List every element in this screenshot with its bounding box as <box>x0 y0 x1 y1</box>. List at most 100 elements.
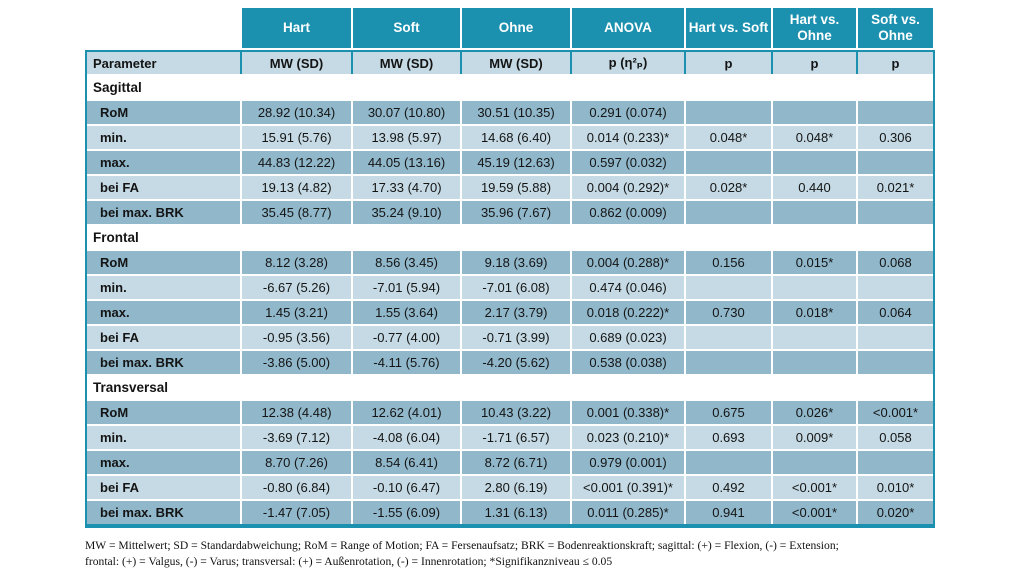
value-cell: 13.98 (5.97) <box>353 126 460 149</box>
value-cell <box>858 201 933 224</box>
value-cell: 0.979 (0.001) <box>572 451 684 474</box>
row-label: min. <box>87 276 240 299</box>
value-cell: 0.538 (0.038) <box>572 351 684 374</box>
value-cell <box>686 326 771 349</box>
subheader-mw-sd-ohne: MW (SD) <box>462 52 570 74</box>
table-frame: Parameter MW (SD) MW (SD) MW (SD) p (η²ₚ… <box>85 50 935 528</box>
value-cell: 0.004 (0.288)* <box>572 251 684 274</box>
value-cell: 19.59 (5.88) <box>462 176 570 199</box>
value-cell <box>686 151 771 174</box>
value-cell <box>773 276 856 299</box>
value-cell <box>773 451 856 474</box>
value-cell: 35.24 (9.10) <box>353 201 460 224</box>
row-label: RoM <box>87 401 240 424</box>
subheader-p-hart-soft: p <box>686 52 771 74</box>
column-header-hart-vs-ohne: Hart vs. Ohne <box>773 8 856 48</box>
value-cell: 35.45 (8.77) <box>242 201 351 224</box>
value-cell <box>858 351 933 374</box>
value-cell: -1.71 (6.57) <box>462 426 570 449</box>
value-cell: -7.01 (6.08) <box>462 276 570 299</box>
value-cell: -0.10 (6.47) <box>353 476 460 499</box>
subheader-mw-sd-soft: MW (SD) <box>353 52 460 74</box>
row-label: max. <box>87 301 240 324</box>
value-cell <box>773 326 856 349</box>
value-cell <box>773 151 856 174</box>
value-cell: 0.004 (0.292)* <box>572 176 684 199</box>
value-cell: 0.941 <box>686 501 771 524</box>
value-cell: 0.058 <box>858 426 933 449</box>
value-cell: 0.474 (0.046) <box>572 276 684 299</box>
value-cell: 14.68 (6.40) <box>462 126 570 149</box>
subheader-parameter: Parameter <box>87 52 240 74</box>
value-cell <box>773 101 856 124</box>
value-cell: -0.95 (3.56) <box>242 326 351 349</box>
value-cell: 0.018 (0.222)* <box>572 301 684 324</box>
footnote-line-1: MW = Mittelwert; SD = Standardabweichung… <box>85 539 839 552</box>
value-cell: 8.56 (3.45) <box>353 251 460 274</box>
value-cell: 15.91 (5.76) <box>242 126 351 149</box>
value-cell: 0.291 (0.074) <box>572 101 684 124</box>
row-label: max. <box>87 451 240 474</box>
value-cell: 0.492 <box>686 476 771 499</box>
column-header-anova: ANOVA <box>572 8 684 48</box>
subheader-p-soft-ohne: p <box>858 52 933 74</box>
section-header: Frontal <box>87 226 933 249</box>
value-cell: 30.51 (10.35) <box>462 101 570 124</box>
value-cell: 0.440 <box>773 176 856 199</box>
value-cell: 0.068 <box>858 251 933 274</box>
value-cell: -1.55 (6.09) <box>353 501 460 524</box>
row-label: bei FA <box>87 176 240 199</box>
value-cell: -4.08 (6.04) <box>353 426 460 449</box>
value-cell: 35.96 (7.67) <box>462 201 570 224</box>
value-cell: -4.20 (5.62) <box>462 351 570 374</box>
value-cell: 0.010* <box>858 476 933 499</box>
value-cell: 10.43 (3.22) <box>462 401 570 424</box>
value-cell: 8.70 (7.26) <box>242 451 351 474</box>
value-cell: 17.33 (4.70) <box>353 176 460 199</box>
table-sub-header: Parameter MW (SD) MW (SD) MW (SD) p (η²ₚ… <box>87 52 933 74</box>
value-cell: <0.001 (0.391)* <box>572 476 684 499</box>
value-cell <box>686 101 771 124</box>
table-top-header: Hart Soft Ohne ANOVA Hart vs. Soft Hart … <box>87 8 933 48</box>
results-table: Hart Soft Ohne ANOVA Hart vs. Soft Hart … <box>85 8 935 528</box>
value-cell: -3.69 (7.12) <box>242 426 351 449</box>
column-header-hart-vs-soft: Hart vs. Soft <box>686 8 771 48</box>
row-label: RoM <box>87 101 240 124</box>
value-cell: 8.54 (6.41) <box>353 451 460 474</box>
row-label: max. <box>87 151 240 174</box>
row-label: bei max. BRK <box>87 351 240 374</box>
value-cell <box>858 326 933 349</box>
value-cell: 0.020* <box>858 501 933 524</box>
row-label: min. <box>87 126 240 149</box>
value-cell: 0.306 <box>858 126 933 149</box>
value-cell <box>686 451 771 474</box>
value-cell: 0.064 <box>858 301 933 324</box>
value-cell <box>773 351 856 374</box>
table-footnote: MW = Mittelwert; SD = Standardabweichung… <box>85 538 965 569</box>
value-cell <box>858 101 933 124</box>
footnote-line-2: frontal: (+) = Valgus, (-) = Varus; tran… <box>85 554 613 568</box>
value-cell: 19.13 (4.82) <box>242 176 351 199</box>
value-cell: 1.45 (3.21) <box>242 301 351 324</box>
column-header-soft-vs-ohne: Soft vs. Ohne <box>858 8 933 48</box>
value-cell: <0.001* <box>858 401 933 424</box>
value-cell: 1.55 (3.64) <box>353 301 460 324</box>
value-cell: 0.693 <box>686 426 771 449</box>
value-cell: 8.72 (6.71) <box>462 451 570 474</box>
table-body: Sagittal RoM 28.92 (10.34) 30.07 (10.80) 30.… <box>87 76 933 524</box>
value-cell: 0.689 (0.023) <box>572 326 684 349</box>
value-cell <box>858 276 933 299</box>
value-cell: 44.83 (12.22) <box>242 151 351 174</box>
value-cell: 1.31 (6.13) <box>462 501 570 524</box>
subheader-mw-sd-hart: MW (SD) <box>242 52 351 74</box>
value-cell: <0.001* <box>773 476 856 499</box>
value-cell: 0.026* <box>773 401 856 424</box>
value-cell: 12.62 (4.01) <box>353 401 460 424</box>
column-header-hart: Hart <box>242 8 351 48</box>
value-cell: 2.80 (6.19) <box>462 476 570 499</box>
value-cell: 0.001 (0.338)* <box>572 401 684 424</box>
value-cell <box>686 201 771 224</box>
value-cell <box>858 451 933 474</box>
value-cell: -6.67 (5.26) <box>242 276 351 299</box>
